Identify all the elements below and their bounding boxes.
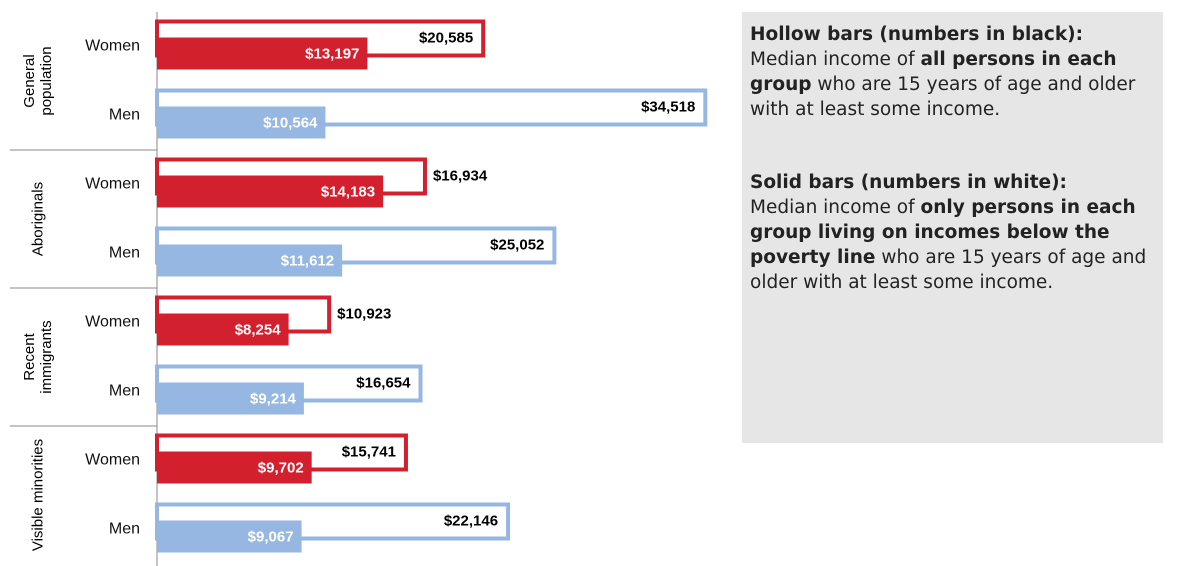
solid-value-label: $13,197 — [305, 45, 359, 62]
hollow-value-label: $20,585 — [419, 29, 473, 46]
category-label: Men — [109, 107, 140, 124]
hollow-value-label: $10,923 — [337, 305, 391, 322]
category-label: Men — [109, 521, 140, 538]
hollow-value-label: $22,146 — [444, 512, 498, 529]
legend-heading: Solid bars (numbers in white): — [750, 172, 1067, 193]
category-label: Women — [85, 314, 140, 331]
solid-bar — [157, 451, 312, 484]
group-label: Visible minorities — [29, 438, 47, 552]
legend-heading: Hollow bars (numbers in black): — [750, 24, 1083, 45]
solid-bar — [157, 106, 326, 139]
solid-bar — [157, 382, 304, 415]
solid-bar — [157, 520, 302, 553]
hollow-value-label: $16,934 — [433, 167, 488, 184]
solid-value-label: $10,564 — [263, 114, 318, 131]
group-label: Recent immigrants — [21, 320, 55, 394]
hollow-value-label: $15,741 — [342, 443, 396, 460]
solid-bar — [157, 175, 384, 208]
legend: Hollow bars (numbers in black): Median in… — [742, 12, 1163, 443]
legend-text: who are 15 years of age and older with a… — [750, 247, 1147, 293]
solid-bar — [157, 244, 343, 277]
legend-text: only persons in each group living on inc… — [750, 197, 1136, 268]
solid-value-label: $11,612 — [281, 252, 334, 269]
legend-entry: Hollow bars (numbers in black): Median in… — [750, 22, 1155, 122]
group-label: General population — [21, 46, 55, 116]
hollow-value-label: $34,518 — [641, 98, 695, 115]
category-label: Men — [109, 245, 140, 262]
hollow-value-label: $25,052 — [490, 236, 544, 253]
solid-bar — [157, 37, 368, 70]
legend-text: Median income of — [750, 49, 921, 70]
legend-text: Median income of — [750, 197, 921, 218]
category-label: Women — [85, 452, 140, 469]
solid-value-label: $9,067 — [248, 528, 294, 545]
group-label: Aboriginals — [29, 181, 47, 257]
legend-text: all persons in each group — [750, 49, 1117, 95]
solid-value-label: $9,702 — [258, 459, 304, 476]
legend-entry: Solid bars (numbers in white): Median inc… — [750, 170, 1155, 295]
solid-value-label: $8,254 — [235, 321, 282, 338]
hollow-value-label: $16,654 — [356, 374, 411, 391]
legend-text: who are 15 years of age and older with a… — [750, 74, 1136, 120]
solid-bar — [157, 313, 289, 346]
category-label: Women — [85, 176, 140, 193]
solid-value-label: $9,214 — [250, 390, 297, 407]
category-label: Women — [85, 38, 140, 55]
category-label: Men — [109, 383, 140, 400]
solid-value-label: $14,183 — [321, 183, 375, 200]
